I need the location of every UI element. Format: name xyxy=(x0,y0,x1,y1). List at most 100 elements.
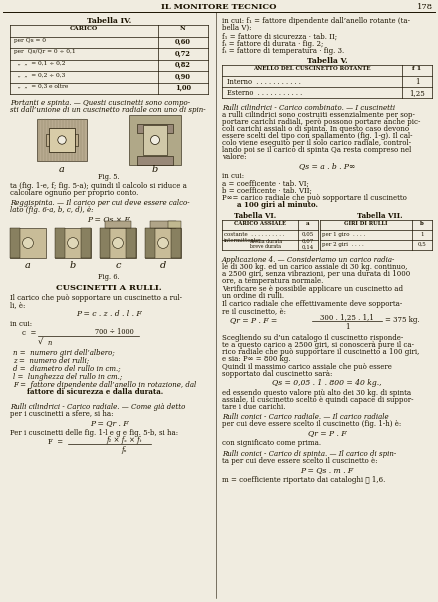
Text: a 2500 giri, senza vibrazioni, per una durata di 1000: a 2500 giri, senza vibrazioni, per una d… xyxy=(222,270,410,278)
Text: f₁ = fattore di sicurezza · tab. II;: f₁ = fattore di sicurezza · tab. II; xyxy=(222,33,337,41)
Text: un ordine di rulli.: un ordine di rulli. xyxy=(222,292,284,300)
Text: in cui: f₁ = fattore dipendente dall’anello rotante (ta-: in cui: f₁ = fattore dipendente dall’ane… xyxy=(222,17,410,25)
Text: lando poi se il carico di spinta Qa resta compreso nel: lando poi se il carico di spinta Qa rest… xyxy=(222,146,411,154)
Text: portare carichi radiali, però possono portare anche pic-: portare carichi radiali, però possono po… xyxy=(222,118,420,126)
Text: Rulli conici - Carico radiale. — Il carico radiale: Rulli conici - Carico radiale. — Il cari… xyxy=(222,413,389,421)
Text: sti dall’unione di un cuscinetto radiale con uno di spin-: sti dall’unione di un cuscinetto radiale… xyxy=(10,106,205,114)
Text: e sia: P∞ = 800 kg.: e sia: P∞ = 800 kg. xyxy=(222,355,290,363)
Text: „  „  = 0,1 ÷ 0,2: „ „ = 0,1 ÷ 0,2 xyxy=(14,61,66,66)
Text: d =  diametro del rullo in cm.;: d = diametro del rullo in cm.; xyxy=(13,365,120,373)
Text: l =  lunghezza del rullo in cm.;: l = lunghezza del rullo in cm.; xyxy=(13,373,122,381)
Text: CARICO: CARICO xyxy=(70,26,98,31)
Text: Tabella IV.: Tabella IV. xyxy=(87,17,131,25)
Text: Qs = 0,05 . 1 . 800 = 40 kg.,: Qs = 0,05 . 1 . 800 = 40 kg., xyxy=(272,379,382,387)
Bar xyxy=(55,228,65,258)
Text: a rulli cilindrici sono costruiti essenzialmente per sop-: a rulli cilindrici sono costruiti essenz… xyxy=(222,111,415,119)
Bar xyxy=(150,220,176,228)
Text: a: a xyxy=(306,221,310,226)
Text: b: b xyxy=(420,221,424,226)
Text: d: d xyxy=(160,261,166,270)
Bar xyxy=(129,115,181,165)
Circle shape xyxy=(151,135,159,144)
Bar xyxy=(81,228,91,258)
Bar xyxy=(55,228,91,258)
Text: bella V):: bella V): xyxy=(222,24,251,32)
Text: media durata: media durata xyxy=(250,239,282,244)
Text: intermittente: intermittente xyxy=(224,238,260,243)
Text: Il carico radiale che effettivamente deve sopporta-: Il carico radiale che effettivamente dev… xyxy=(222,300,402,308)
Text: essere scelti del tipo con spallamento (fig. 1-g). Il cal-: essere scelti del tipo con spallamento (… xyxy=(222,132,413,140)
Text: ta per cui deve essere scelto il cuscinetto è:: ta per cui deve essere scelto il cuscine… xyxy=(222,457,378,465)
Text: 0,82: 0,82 xyxy=(175,61,191,69)
Circle shape xyxy=(23,238,33,249)
Text: Esterno  . . . . . . . . . . .: Esterno . . . . . . . . . . . xyxy=(227,89,302,97)
Text: Qr = P . F =: Qr = P . F = xyxy=(230,316,277,324)
Text: a: a xyxy=(25,261,31,270)
Text: 1: 1 xyxy=(420,232,424,237)
Text: N: N xyxy=(180,26,186,31)
Text: P∞= carico radiale che può sopportare il cuscinetto: P∞= carico radiale che può sopportare il… xyxy=(222,194,407,202)
Text: Rulli conici - Carico di spinta. — Il carico di spin-: Rulli conici - Carico di spinta. — Il ca… xyxy=(222,450,396,458)
Bar xyxy=(143,125,167,155)
Text: colo viene eseguito per il solo carico radiale, control-: colo viene eseguito per il solo carico r… xyxy=(222,139,411,147)
Text: 1,25: 1,25 xyxy=(409,89,425,97)
Text: in cui:: in cui: xyxy=(222,172,244,180)
Text: per cui deve essere scelto il cuscinetto (fig. 1-h) è:: per cui deve essere scelto il cuscinetto… xyxy=(222,420,401,428)
Text: CARICO ASSIALE: CARICO ASSIALE xyxy=(234,221,286,226)
Text: f 1: f 1 xyxy=(412,66,422,71)
Text: 1: 1 xyxy=(415,78,419,86)
Bar xyxy=(106,220,131,228)
Text: sopportato dal cuscinetto sarà:: sopportato dal cuscinetto sarà: xyxy=(222,370,332,378)
Text: P = Qs . m . F: P = Qs . m . F xyxy=(300,466,353,474)
Text: te a questo carico a 2500 giri, si conoscerà pure il ca-: te a questo carico a 2500 giri, si conos… xyxy=(222,341,414,349)
Text: z =  numero dei rulli;: z = numero dei rulli; xyxy=(13,357,89,365)
Text: Qr = P . F: Qr = P . F xyxy=(308,429,346,437)
Text: 0,05: 0,05 xyxy=(302,232,314,237)
Bar xyxy=(137,156,173,165)
Bar xyxy=(145,228,155,258)
Text: per 2 giri  . . . .: per 2 giri . . . . xyxy=(322,242,364,247)
Bar xyxy=(46,134,49,146)
Text: GIRI DI RULLI: GIRI DI RULLI xyxy=(344,221,388,226)
Text: c: c xyxy=(115,261,121,270)
Text: +: + xyxy=(26,238,30,243)
Bar xyxy=(37,119,87,161)
Text: calcolare ognuno per proprio conto.: calcolare ognuno per proprio conto. xyxy=(10,189,138,197)
Text: per  Qs/Qr = 0 ÷ 0,1: per Qs/Qr = 0 ÷ 0,1 xyxy=(14,49,76,55)
Text: Tabella V.: Tabella V. xyxy=(307,57,347,65)
Text: 0,72: 0,72 xyxy=(175,49,191,58)
Circle shape xyxy=(158,238,168,249)
Text: „  „  = 0,3 e oltre: „ „ = 0,3 e oltre xyxy=(14,84,68,89)
Text: 0,07: 0,07 xyxy=(302,239,314,244)
Text: Portanti e spinta. — Questi cuscinetti sono compo-: Portanti e spinta. — Questi cuscinetti s… xyxy=(10,99,190,107)
Text: li, è:: li, è: xyxy=(10,301,25,309)
Bar xyxy=(100,228,110,258)
Text: in cui:: in cui: xyxy=(10,320,32,328)
Text: coli carichi assiali o di spinta. In questo caso devono: coli carichi assiali o di spinta. In que… xyxy=(222,125,409,133)
Text: 300 . 1,25 . 1,1: 300 . 1,25 . 1,1 xyxy=(320,313,374,321)
Text: fₜ = fattore di temperatura · fig. 3.: fₜ = fattore di temperatura · fig. 3. xyxy=(222,47,344,55)
Text: CUSCINETTI A RULLI.: CUSCINETTI A RULLI. xyxy=(56,284,162,292)
Text: con significato come prima.: con significato come prima. xyxy=(222,439,321,447)
Bar xyxy=(126,228,136,258)
Text: n =  numero giri dell’albero;: n = numero giri dell’albero; xyxy=(13,349,115,357)
Bar xyxy=(100,228,136,258)
Text: Reggispinta. — Il carico per cui deve essere calco-: Reggispinta. — Il carico per cui deve es… xyxy=(10,199,190,207)
Text: Fig. 6.: Fig. 6. xyxy=(98,273,120,281)
Text: Interno  . . . . . . . . . . .: Interno . . . . . . . . . . . xyxy=(227,78,301,86)
Bar xyxy=(10,228,46,258)
Text: Per i cuscinetti delle fig. 1-l e g e fig. 5-b, si ha:: Per i cuscinetti delle fig. 1-l e g e fi… xyxy=(10,429,178,437)
Text: lato (fig. 6-a, b, c, d), è:: lato (fig. 6-a, b, c, d), è: xyxy=(10,206,93,214)
Text: 0,60: 0,60 xyxy=(175,38,191,46)
Text: Applicazione 4. — Consideriamo un carico radia-: Applicazione 4. — Consideriamo un carico… xyxy=(222,256,396,264)
Text: Rulli cilindrici - Carico combinato. — I cuscinetti: Rulli cilindrici - Carico combinato. — I… xyxy=(222,104,395,112)
Text: valore:: valore: xyxy=(222,153,247,161)
Text: 0,90: 0,90 xyxy=(175,72,191,81)
Text: 700 ÷ 1000: 700 ÷ 1000 xyxy=(95,328,134,336)
Text: F  =: F = xyxy=(48,438,63,446)
Text: 0,14: 0,14 xyxy=(302,244,314,249)
Text: Fig. 5.: Fig. 5. xyxy=(98,173,120,181)
Text: Tabella VII.: Tabella VII. xyxy=(357,212,403,220)
Text: F =  fattore dipendente dall’anello in rotazione, dal: F = fattore dipendente dall’anello in ro… xyxy=(13,381,196,389)
Text: P = Qs × F.: P = Qs × F. xyxy=(87,215,131,223)
